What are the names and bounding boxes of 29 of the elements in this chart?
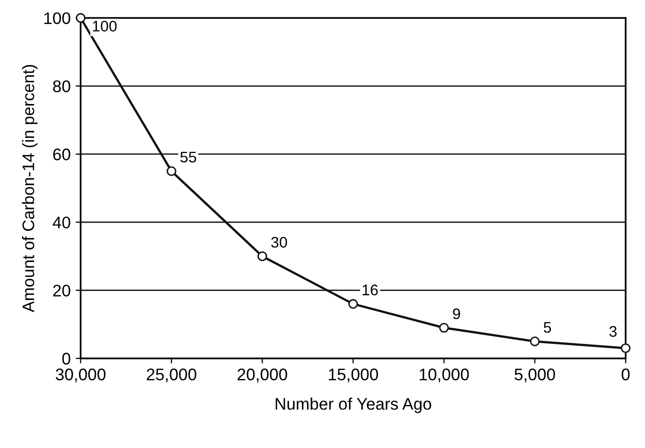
- x-tick-label: 10,000: [420, 368, 469, 382]
- y-axis-title: Amount of Carbon-14 (in percent): [22, 65, 38, 312]
- y-tick-label: 80: [53, 80, 70, 92]
- data-label: 5: [544, 322, 551, 333]
- x-tick-label: 5,000: [514, 368, 556, 382]
- data-label: 16: [362, 284, 378, 296]
- y-tick-label: 40: [52, 216, 70, 228]
- x-axis-title: Number of Years Ago: [276, 398, 432, 414]
- data-label: 30: [271, 236, 288, 248]
- point: [620, 343, 631, 354]
- y-tick-label: 0: [62, 352, 70, 365]
- x-tick-label: 20,000: [238, 368, 288, 382]
- y-tick-label: 60: [53, 148, 70, 160]
- x-tick-label: 25,000: [146, 368, 196, 382]
- point: [439, 322, 449, 333]
- data-label: 55: [180, 152, 196, 163]
- data-label: 100: [92, 20, 117, 32]
- point: [348, 299, 358, 309]
- point: [257, 251, 268, 262]
- y-tick-label: 20: [53, 284, 70, 297]
- x-tick-label: 30,000: [56, 368, 106, 382]
- y-tick-label: 100: [44, 12, 70, 24]
- x-tick-label: 15,000: [328, 368, 378, 382]
- point: [530, 336, 540, 346]
- point: [76, 13, 86, 23]
- data-label: 9: [453, 308, 460, 320]
- point: [166, 166, 176, 176]
- x-tick-label: 0: [622, 368, 630, 380]
- data-label: 3: [609, 326, 617, 337]
